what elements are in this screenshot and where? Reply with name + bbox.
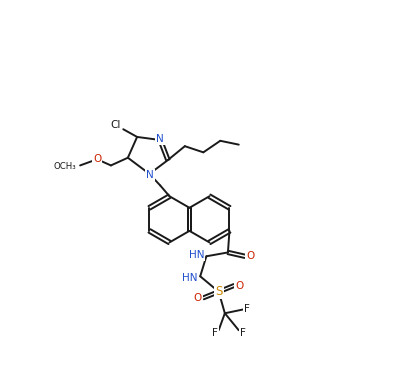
Text: F: F xyxy=(240,328,245,338)
Text: HN: HN xyxy=(189,250,204,260)
Text: S: S xyxy=(215,285,222,298)
Text: O: O xyxy=(235,281,244,291)
Text: OCH₃: OCH₃ xyxy=(53,162,76,172)
Text: F: F xyxy=(244,305,250,314)
Text: O: O xyxy=(93,154,101,164)
Text: Cl: Cl xyxy=(111,120,121,130)
Text: F: F xyxy=(212,328,218,338)
Text: O: O xyxy=(246,251,255,261)
Text: HN: HN xyxy=(182,273,198,283)
Text: O: O xyxy=(194,293,202,303)
Text: N: N xyxy=(146,170,154,180)
Text: N: N xyxy=(156,134,164,144)
